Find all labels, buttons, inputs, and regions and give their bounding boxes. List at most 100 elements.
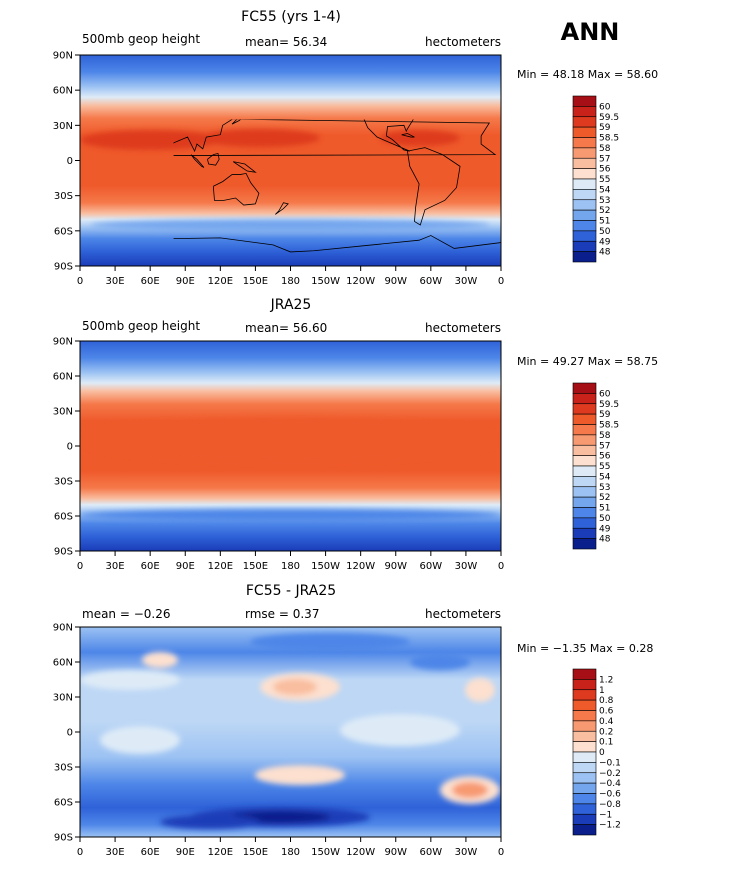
x-tick-label: 120W [346, 847, 375, 858]
y-axis: 90N 60N 30N 0 30S 60S 90S [53, 51, 80, 273]
colorbar-label: −1.2 [599, 821, 621, 831]
coast-new-zealand [275, 203, 288, 215]
colorbar-label: 0.2 [599, 727, 613, 737]
y-tick-label: 90N [53, 51, 73, 62]
colorbar-swatch [572, 116, 597, 128]
y-tick-label: 30S [54, 191, 73, 202]
x-tick-label: 90E [176, 561, 195, 572]
colorbar-label: −0.2 [599, 769, 621, 779]
colorbar-label: 50 [599, 227, 611, 237]
colorbar: 1.210.80.60.40.20.10−0.1−0.2−0.4−0.6−0.8… [572, 668, 621, 836]
x-tick-label: 180 [281, 847, 300, 858]
x-tick-label: 0 [77, 847, 83, 858]
x-tick-label: 90W [384, 847, 407, 858]
map-field [80, 55, 501, 266]
coast-antarctica [80, 236, 501, 252]
colorbar-label: 58.5 [599, 134, 619, 144]
x-tick-label: 60E [141, 847, 160, 858]
x-tick-label: 60W [420, 847, 443, 858]
colorbar-label: −1 [599, 810, 612, 820]
colorbar-swatch [572, 168, 597, 180]
x-tick-label: 30E [106, 276, 125, 287]
x-axis: 0 30E 60E 90E 120E 150E 180 150W 120W 90W 60W 30W 0 [77, 551, 504, 572]
x-tick-label: 0 [498, 847, 504, 858]
colorbar-label: 55 [599, 462, 610, 472]
coast-japan [232, 109, 246, 124]
y-tick-label: 90S [54, 262, 73, 273]
colorbar-label: 59.5 [599, 113, 619, 123]
x-tick-label: 120W [346, 276, 375, 287]
panel-units-label: hectometers [425, 607, 501, 621]
panel-units-label: hectometers [425, 321, 501, 335]
coastlines [80, 63, 501, 252]
y-tick-label: 0 [67, 728, 73, 739]
coast-cuba [402, 134, 415, 138]
x-tick-label: 90W [384, 276, 407, 287]
panel-units-label: hectometers [425, 35, 501, 49]
colorbar-swatch [572, 95, 597, 107]
colorbar-label: 55 [599, 175, 610, 185]
colorbar-label: 54 [599, 185, 611, 195]
colorbar-swatch [572, 199, 597, 211]
colorbar-label: 56 [599, 452, 611, 462]
y-axis: 90N 60N 30N 0 30S 60S 90S [53, 337, 80, 558]
colorbar-swatch [572, 668, 597, 680]
colorbar-swatch [572, 147, 597, 159]
colorbar-label: 57 [599, 154, 610, 164]
colorbar-swatch [572, 251, 597, 263]
colorbar-swatch [572, 793, 597, 805]
panel-minmax: Min = −1.35 Max = 0.28 [517, 642, 653, 655]
y-tick-label: 30S [54, 763, 73, 774]
colorbar-swatch [572, 486, 597, 498]
colorbar-swatch [572, 444, 597, 456]
coast-south-america [407, 148, 460, 225]
x-tick-label: 120E [208, 847, 233, 858]
x-tick-label: 120W [346, 561, 375, 572]
y-tick-label: 60S [54, 512, 73, 523]
y-tick-label: 90S [54, 833, 73, 844]
colorbar-label: 52 [599, 206, 610, 216]
x-tick-label: 90W [384, 561, 407, 572]
colorbar-label: 60 [599, 389, 611, 399]
colorbar-label: 57 [599, 441, 610, 451]
colorbar-swatch [572, 751, 597, 763]
colorbar-swatch [572, 824, 597, 836]
panel-title: FC55 (yrs 1-4) [241, 9, 341, 25]
x-tick-label: 0 [498, 276, 504, 287]
x-tick-label: 150E [243, 276, 268, 287]
colorbar-swatch [572, 240, 597, 252]
x-tick-label: 150W [311, 561, 340, 572]
colorbar-label: 49 [599, 237, 611, 247]
panel-left-label: 500mb geop height [82, 319, 200, 333]
x-tick-label: 120E [208, 276, 233, 287]
colorbar-swatch [572, 178, 597, 190]
y-tick-label: 30N [53, 693, 73, 704]
colorbar-label: 56 [599, 165, 611, 175]
colorbar-swatch [572, 730, 597, 742]
panel-mean-label: mean= 56.34 [245, 35, 327, 49]
colorbar-label: 1.2 [599, 675, 613, 685]
colorbar-swatch [572, 137, 597, 149]
colorbar-swatch [572, 517, 597, 529]
coast-australia [213, 173, 259, 205]
colorbar-label: 54 [599, 472, 611, 482]
coast-borneo [207, 153, 219, 165]
colorbar-swatch [572, 741, 597, 753]
colorbar-swatch [572, 689, 597, 701]
colorbar-swatch [572, 189, 597, 201]
colorbar-label: 58 [599, 431, 611, 441]
colorbar-swatch [572, 403, 597, 415]
map-field [80, 341, 501, 551]
y-tick-label: 90S [54, 547, 73, 558]
colorbar-label: 0.6 [599, 707, 614, 717]
colorbar-label: −0.6 [599, 790, 621, 800]
colorbar-label: 60 [599, 102, 611, 112]
x-tick-label: 30E [106, 561, 125, 572]
colorbar-label: 0.1 [599, 738, 613, 748]
colorbar-label: −0.8 [599, 800, 621, 810]
y-tick-label: 0 [67, 156, 73, 167]
coast-sumatra [191, 155, 204, 168]
season-label: ANN [561, 18, 620, 46]
